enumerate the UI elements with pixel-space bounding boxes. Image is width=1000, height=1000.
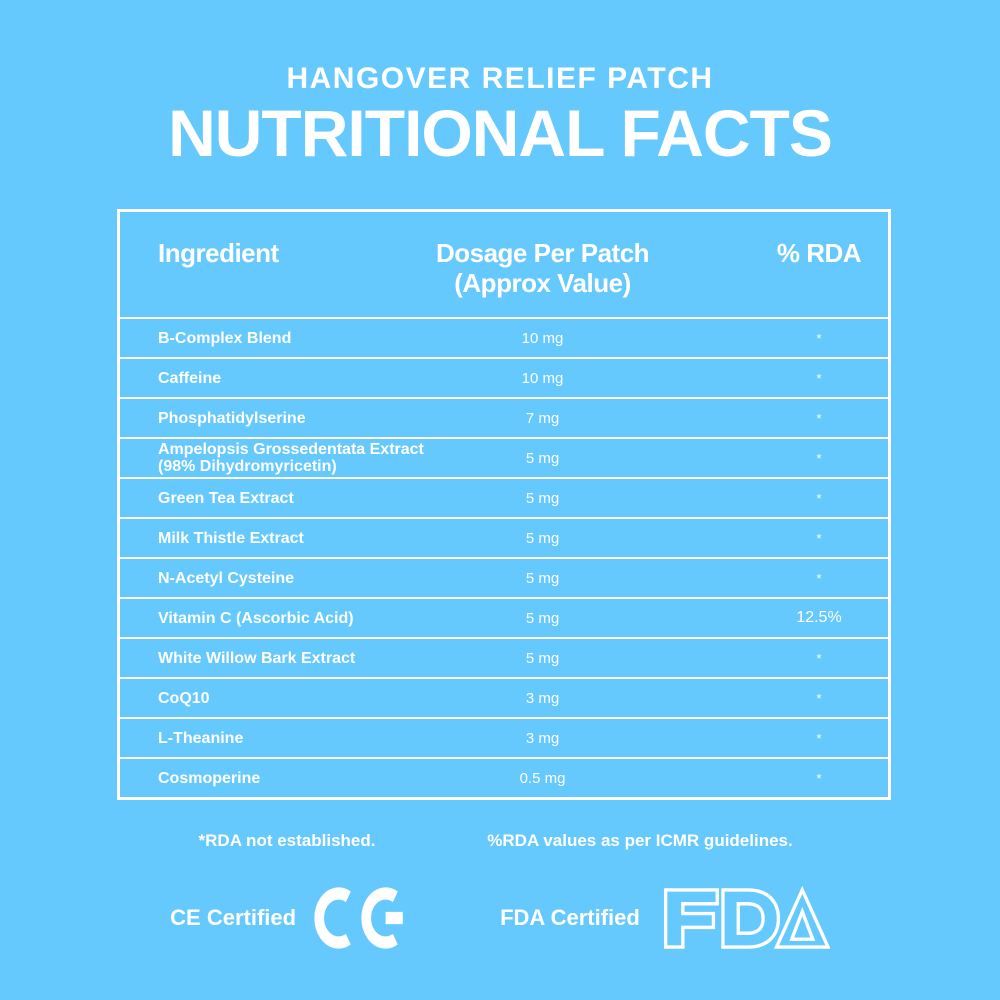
fda-logo-icon [663, 885, 830, 949]
nutrition-facts-table: Ingredient Dosage Per Patch (Approx Valu… [117, 209, 891, 800]
ce-certified-label: CE Certified [170, 905, 297, 930]
dosage-cell: 5 mg [525, 449, 560, 467]
ingredient-cell: B-Complex Blend [158, 329, 292, 347]
ingredient-cell: CoQ10 [158, 689, 210, 707]
rda-cell: * [816, 530, 822, 546]
ce-mark-icon [314, 887, 403, 949]
rda-cell: * [816, 410, 822, 426]
rda-cell: 12.5% [796, 609, 842, 626]
certifications: CE Certified FDA Certified [0, 876, 1000, 960]
dosage-cell: 5 mg [525, 529, 560, 547]
ingredient-cell: L-Theanine [158, 729, 244, 747]
ingredient-cell: Vitamin C (Ascorbic Acid) [158, 609, 354, 627]
rda-cell: * [816, 450, 822, 466]
rda-cell: * [816, 690, 822, 706]
table-row: Green Tea Extract 5 mg * [120, 477, 888, 517]
ingredient-cell: Phosphatidylserine [158, 409, 306, 427]
table-body: B-Complex Blend 10 mg * Caffeine 10 mg *… [120, 317, 888, 797]
table-row: Cosmoperine 0.5 mg * [120, 757, 888, 797]
rda-cell: * [816, 490, 822, 506]
table-row: Vitamin C (Ascorbic Acid) 5 mg 12.5% [120, 597, 888, 637]
column-header-dosage: Dosage Per Patch (Approx Value) [425, 238, 660, 317]
table-row: L-Theanine 3 mg * [120, 717, 888, 757]
fda-certified-label: FDA Certified [500, 905, 640, 930]
rda-cell: * [816, 570, 822, 586]
dosage-cell: 5 mg [525, 489, 560, 507]
rda-cell: * [816, 650, 822, 666]
rda-cell: * [816, 330, 822, 346]
table-row: Milk Thistle Extract 5 mg * [120, 517, 888, 557]
table-header-row: Ingredient Dosage Per Patch (Approx Valu… [120, 212, 888, 317]
ingredient-cell: Caffeine [158, 369, 222, 387]
ingredient-cell: Milk Thistle Extract [158, 529, 304, 547]
dosage-cell: 10 mg [521, 369, 564, 387]
rda-cell: * [816, 370, 822, 386]
ingredient-cell: N-Acetyl Cysteine [158, 569, 295, 587]
rda-cell: * [816, 730, 822, 746]
table-row: B-Complex Blend 10 mg * [120, 317, 888, 357]
ingredient-cell: White Willow Bark Extract [158, 649, 356, 667]
ingredient-cell: Cosmoperine [158, 769, 261, 787]
dosage-cell: 7 mg [525, 409, 560, 427]
column-header-rda: % RDA [776, 238, 862, 268]
table-row: CoQ10 3 mg * [120, 677, 888, 717]
column-header-dosage-sublabel: (Approx Value) [454, 268, 631, 298]
rda-cell: * [816, 770, 822, 786]
dosage-cell: 3 mg [525, 729, 560, 747]
footnotes: *RDA not established. %RDA values as per… [0, 831, 1000, 855]
dosage-cell: 10 mg [521, 329, 564, 347]
table-row: White Willow Bark Extract 5 mg * [120, 637, 888, 677]
ingredient-cell: Ampelopsis Grossedentata Extract (98% Di… [158, 441, 424, 475]
table-row: Ampelopsis Grossedentata Extract (98% Di… [120, 437, 888, 477]
dosage-cell: 0.5 mg [519, 769, 566, 787]
dosage-cell: 5 mg [525, 649, 560, 667]
dosage-cell: 5 mg [525, 569, 560, 587]
ingredient-cell: Green Tea Extract [158, 489, 294, 507]
table-row: N-Acetyl Cysteine 5 mg * [120, 557, 888, 597]
dosage-cell: 5 mg [525, 609, 560, 627]
table-row: Caffeine 10 mg * [120, 357, 888, 397]
column-header-dosage-label: Dosage Per Patch [435, 238, 650, 268]
product-subtitle: HANGOVER RELIEF PATCH [286, 62, 714, 95]
column-header-ingredient: Ingredient [158, 238, 279, 268]
dosage-cell: 3 mg [525, 689, 560, 707]
header: HANGOVER RELIEF PATCH NUTRITIONAL FACTS [0, 0, 1000, 166]
page-title: NUTRITIONAL FACTS [168, 96, 833, 170]
footnote-rda: *RDA not established. [198, 831, 376, 850]
footnote-icmr: %RDA values as per ICMR guidelines. [487, 831, 793, 850]
table-row: Phosphatidylserine 7 mg * [120, 397, 888, 437]
